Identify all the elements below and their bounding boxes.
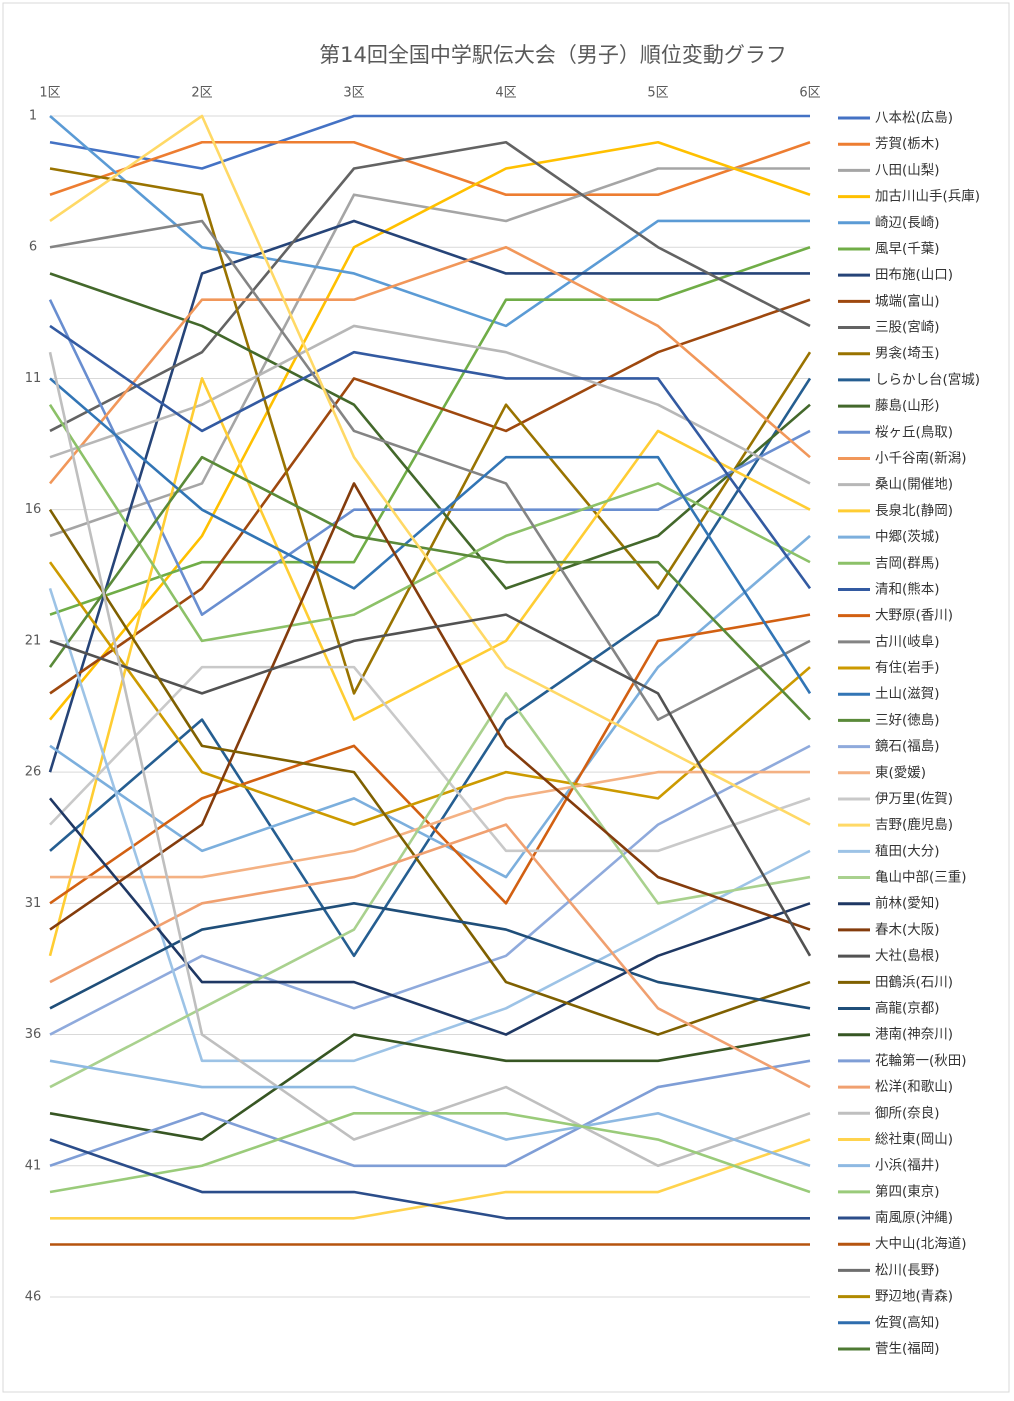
series-line <box>49 114 810 170</box>
legend-label: 八本松(広島) <box>875 110 953 126</box>
y-tick-label: 21 <box>25 633 42 648</box>
legend-label: 男衾(埼玉) <box>875 346 940 362</box>
legend-label: 有住(岩手) <box>875 660 940 676</box>
legend-label: 総社東(岡山) <box>875 1131 953 1147</box>
series-line <box>48 797 811 1036</box>
legend-label: 崎辺(長崎) <box>875 215 940 231</box>
x-tick-label: 2区 <box>191 86 212 101</box>
series-line <box>48 508 811 1036</box>
legend-label: 城端(富山) <box>875 292 940 309</box>
legend-label: 佐賀(高知) <box>875 1314 940 1331</box>
y-tick-label: 36 <box>25 1027 42 1042</box>
series-line <box>49 1059 811 1168</box>
legend-label: 大中山(北海道) <box>875 1236 967 1252</box>
legend-label: 東(愛媛) <box>875 765 926 781</box>
legend-label: 高龍(京都) <box>875 1000 940 1017</box>
legend-label: 風早(千葉) <box>875 241 940 257</box>
series-line <box>48 588 811 1063</box>
legend-label: 松川(長野) <box>875 1262 940 1278</box>
legend-label: 前林(愛知) <box>875 895 940 912</box>
series-line <box>49 324 812 590</box>
y-tick-label: 31 <box>25 896 42 911</box>
x-tick-label: 5区 <box>647 86 668 101</box>
series-line <box>49 692 811 1089</box>
y-tick-label: 6 <box>29 240 37 255</box>
series-line <box>49 272 811 590</box>
series-line <box>49 219 811 721</box>
legend-label: 田布施(山口) <box>875 267 953 283</box>
series-line <box>49 298 811 695</box>
x-tick-label: 3区 <box>343 86 364 101</box>
x-tick-label: 4区 <box>495 86 516 101</box>
legend-label: 桑山(開催地) <box>875 477 953 493</box>
legend-label: 長泉北(静岡) <box>875 502 953 519</box>
legend-label: 港南(神奈川) <box>875 1027 953 1043</box>
series-line <box>48 561 811 826</box>
legend-label: 吉野(鹿児島) <box>875 816 953 833</box>
series-line <box>49 140 811 433</box>
legend-label: 春木(大阪) <box>875 922 940 938</box>
legend-label: 伊万里(佐賀) <box>875 791 953 807</box>
series-line <box>49 114 811 826</box>
legend-label: 清和(熊本) <box>875 581 940 597</box>
y-tick-label: 1 <box>29 109 37 124</box>
y-tick-label: 11 <box>25 371 42 386</box>
series-line <box>48 455 811 721</box>
series-line <box>48 140 811 721</box>
series-line <box>48 245 811 485</box>
x-tick-label: 1区 <box>39 86 60 101</box>
legend-label: 大野原(香川) <box>875 608 953 624</box>
legend-label: 三好(徳島) <box>875 712 940 728</box>
legend-label: 田鶴浜(石川) <box>875 973 953 990</box>
legend-label: 芳賀(栃木) <box>875 136 940 152</box>
legend-label: 亀山中部(三重) <box>875 870 967 886</box>
series-line <box>48 219 810 773</box>
y-tick-label: 41 <box>25 1158 42 1173</box>
legend-label: 桜ヶ丘(鳥取) <box>875 424 953 440</box>
legend-label: 小千谷南(新潟) <box>875 450 967 466</box>
legend-label: 南風原(沖縄) <box>875 1210 953 1226</box>
chart-title: 第14回全国中学駅伝大会（男子）順位変動グラフ <box>319 43 787 67</box>
series-line <box>49 744 811 1036</box>
legend-label: 三股(宮崎) <box>875 320 940 336</box>
legend-label: 野辺地(青森) <box>875 1289 953 1305</box>
legend-label: 稙田(大分) <box>875 842 940 859</box>
legend-label: しらかし台(宮城) <box>875 372 980 388</box>
y-tick-label: 16 <box>25 502 42 517</box>
legend-label: 鏡石(福島) <box>875 739 940 755</box>
legend-label: 花輪第一(秋田) <box>875 1052 967 1069</box>
legend-label: 大社(島根) <box>875 948 940 964</box>
series-line <box>48 377 811 957</box>
legend-label: 土山(滋賀) <box>875 686 940 702</box>
series-line <box>49 377 812 695</box>
legend-label: 加古川山手(兵庫) <box>875 189 980 205</box>
legend-label: 古川(岐阜) <box>875 633 940 650</box>
series-line <box>49 1111 811 1194</box>
legend-label: 御所(奈良) <box>875 1105 940 1121</box>
y-tick-label: 46 <box>25 1290 42 1305</box>
x-tick-label: 6区 <box>799 86 820 101</box>
legend-label: 菅生(福岡) <box>875 1341 940 1357</box>
legend-label: 八田(山梨) <box>875 162 940 178</box>
series-line <box>49 245 811 616</box>
y-tick-label: 26 <box>25 765 42 780</box>
series-line <box>49 1033 811 1141</box>
legend-label: 中郷(茨城) <box>875 529 940 545</box>
series-line <box>49 140 811 197</box>
series-line <box>49 613 812 957</box>
series-line <box>50 770 810 879</box>
series-line <box>49 534 811 879</box>
legend-label: 松洋(和歌山) <box>875 1079 953 1095</box>
series-line <box>49 902 811 1010</box>
legend-label: 小浜(福井) <box>875 1158 940 1174</box>
legend-label: 第四(東京) <box>875 1183 940 1200</box>
legend-label: 藤島(山形) <box>875 398 940 414</box>
series-line <box>49 482 811 931</box>
series-line <box>49 1138 810 1220</box>
series-line <box>49 665 811 853</box>
legend-label: 吉岡(群馬) <box>875 555 940 571</box>
